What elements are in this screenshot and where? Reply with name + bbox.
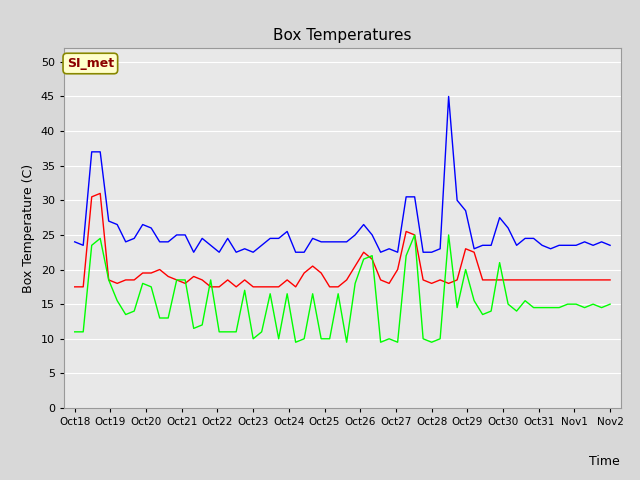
- Tower Air T: [343, 339, 351, 345]
- LGR Cell T: [343, 239, 351, 245]
- Tower Air T: [436, 336, 444, 342]
- Tower Air T: [428, 339, 435, 345]
- CR1000 Panel T: [606, 277, 614, 283]
- Legend: CR1000 Panel T, LGR Cell T, Tower Air T: CR1000 Panel T, LGR Cell T, Tower Air T: [156, 479, 529, 480]
- LGR Cell T: [428, 249, 435, 255]
- CR1000 Panel T: [419, 277, 427, 283]
- Title: Box Temperatures: Box Temperatures: [273, 28, 412, 43]
- LGR Cell T: [139, 222, 147, 228]
- CR1000 Panel T: [97, 191, 104, 196]
- Tower Air T: [606, 301, 614, 307]
- Tower Air T: [411, 232, 419, 238]
- Tower Air T: [71, 329, 79, 335]
- Y-axis label: Box Temperature (C): Box Temperature (C): [22, 163, 35, 293]
- LGR Cell T: [606, 242, 614, 248]
- Line: CR1000 Panel T: CR1000 Panel T: [75, 193, 610, 287]
- CR1000 Panel T: [377, 277, 385, 283]
- LGR Cell T: [377, 249, 385, 255]
- LGR Cell T: [300, 249, 308, 255]
- LGR Cell T: [419, 249, 427, 255]
- CR1000 Panel T: [147, 270, 155, 276]
- Text: SI_met: SI_met: [67, 57, 114, 70]
- Line: Tower Air T: Tower Air T: [75, 235, 610, 342]
- Tower Air T: [377, 339, 385, 345]
- Line: LGR Cell T: LGR Cell T: [75, 96, 610, 252]
- CR1000 Panel T: [428, 280, 435, 286]
- Tower Air T: [300, 336, 308, 342]
- Tower Air T: [292, 339, 300, 345]
- CR1000 Panel T: [300, 270, 308, 276]
- LGR Cell T: [71, 239, 79, 245]
- Tower Air T: [139, 280, 147, 286]
- CR1000 Panel T: [343, 277, 351, 283]
- LGR Cell T: [190, 249, 198, 255]
- CR1000 Panel T: [71, 284, 79, 290]
- X-axis label: Time: Time: [589, 455, 620, 468]
- LGR Cell T: [445, 94, 452, 99]
